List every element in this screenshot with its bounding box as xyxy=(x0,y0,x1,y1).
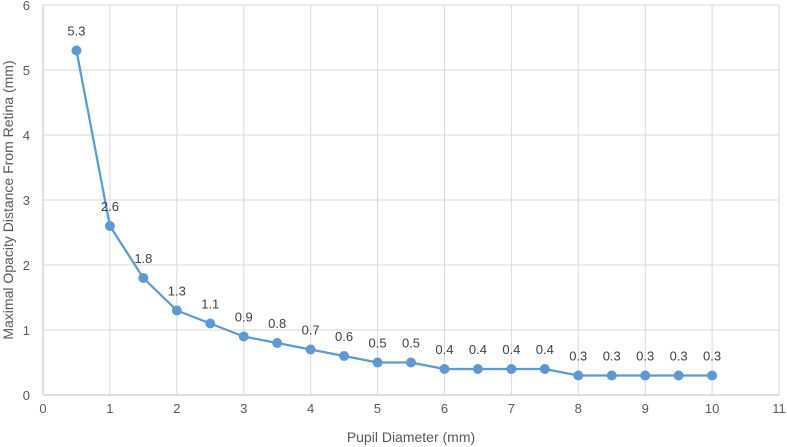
x-tick-label: 11 xyxy=(772,401,786,416)
data-point xyxy=(506,364,517,374)
y-tick-label: 5 xyxy=(23,63,30,78)
data-point xyxy=(640,370,651,381)
x-axis-title: Pupil Diameter (mm) xyxy=(347,429,475,445)
data-point xyxy=(205,318,216,329)
x-tick-label: 9 xyxy=(642,401,649,416)
data-point xyxy=(171,305,182,316)
x-tick-label: 4 xyxy=(307,401,314,416)
data-label: 0.6 xyxy=(335,329,353,344)
data-point xyxy=(138,273,149,283)
x-tick-label: 10 xyxy=(705,401,719,416)
data-label: 5.3 xyxy=(67,24,85,39)
data-point xyxy=(606,370,617,381)
data-label: 0.3 xyxy=(636,349,654,364)
data-point xyxy=(707,370,718,381)
data-label: 1.8 xyxy=(134,251,152,266)
series-line-path xyxy=(75,50,713,377)
data-point xyxy=(339,351,350,361)
data-label: 0.3 xyxy=(703,349,721,364)
gridlines xyxy=(43,4,780,395)
y-tick-label: 2 xyxy=(23,258,30,273)
data-label: 0.4 xyxy=(469,342,487,357)
data-label: 0.3 xyxy=(603,349,621,364)
data-label: 2.6 xyxy=(101,199,119,214)
x-tick-label: 7 xyxy=(508,401,515,416)
data-label: 0.9 xyxy=(235,310,253,325)
data-point xyxy=(272,338,283,348)
y-axis-title: Maximal Opacity Distance From Retina (mm… xyxy=(0,60,16,339)
x-tick-label: 2 xyxy=(173,401,180,416)
y-tick-label: 4 xyxy=(23,128,30,143)
y-tick-label: 1 xyxy=(23,323,30,338)
x-tick-label: 6 xyxy=(441,401,448,416)
data-point xyxy=(439,364,450,374)
data-label: 0.3 xyxy=(569,349,587,364)
data-point xyxy=(71,45,82,56)
data-point xyxy=(238,331,249,342)
data-point xyxy=(104,221,115,231)
x-tick-label: 1 xyxy=(106,401,113,416)
data-point xyxy=(573,370,584,381)
data-point xyxy=(406,357,416,368)
data-label: 0.8 xyxy=(268,316,286,331)
data-labels: 5.3 2.6 1.8 1.3 1.1 0.9 0.8 0.7 0.6 0.5 0.5 0.4 0.4 0… xyxy=(67,24,721,364)
data-label: 0.4 xyxy=(502,342,520,357)
data-point xyxy=(305,344,316,355)
y-tick-label: 0 xyxy=(23,388,30,403)
x-tick-label: 8 xyxy=(575,401,582,416)
data-label: 1.1 xyxy=(201,297,219,312)
x-tick-label: 0 xyxy=(39,401,46,416)
x-tick-label: 3 xyxy=(240,401,247,416)
data-point xyxy=(372,357,383,368)
y-tick-label: 6 xyxy=(23,0,30,13)
data-label: 0.7 xyxy=(302,323,320,338)
data-label: 1.3 xyxy=(168,284,186,299)
data-point xyxy=(472,364,483,374)
x-tick-label: 5 xyxy=(374,401,381,416)
data-label: 0.5 xyxy=(402,336,420,351)
data-label: 0.4 xyxy=(536,342,554,357)
axes: 0 1 2 3 4 5 6 7 8 9 10 11 0 1 2 3 4 5 6 xyxy=(23,0,786,416)
data-label: 0.5 xyxy=(369,336,387,351)
series-line xyxy=(71,45,718,381)
data-point xyxy=(673,370,684,381)
data-point xyxy=(539,364,550,374)
y-tick-label: 3 xyxy=(23,193,30,208)
data-label: 0.3 xyxy=(670,349,688,364)
data-label: 0.4 xyxy=(435,342,453,357)
